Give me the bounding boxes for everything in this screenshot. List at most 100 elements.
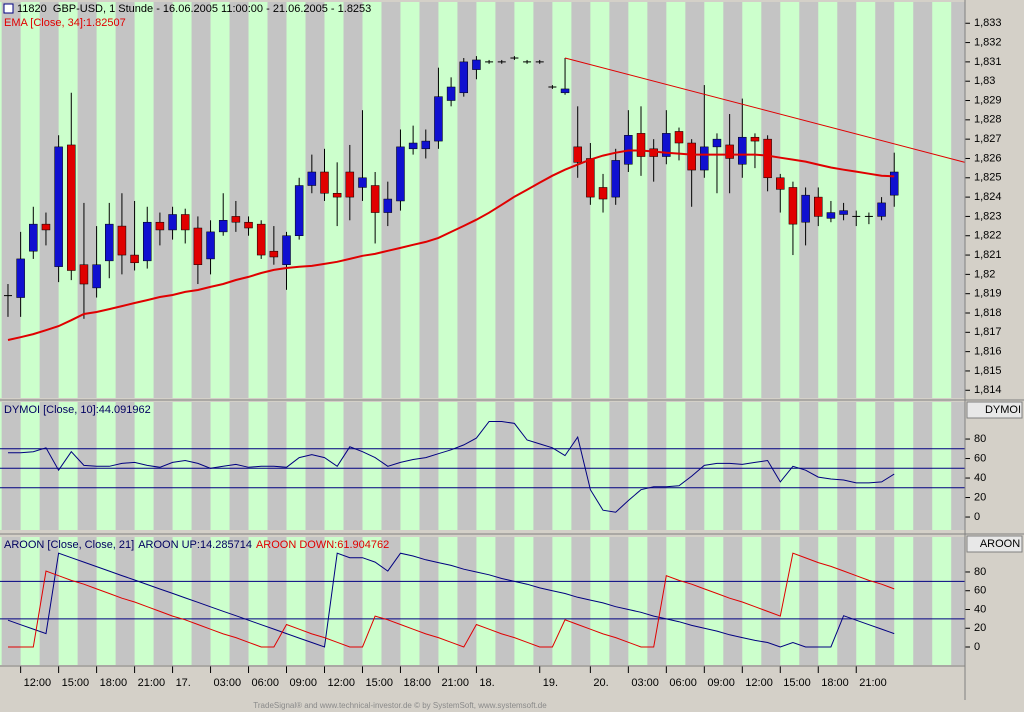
candle-body	[877, 202, 886, 217]
session-stripe	[552, 402, 572, 530]
panel-label: DYMOI	[985, 404, 1021, 416]
candle-body	[611, 160, 620, 198]
candle-body	[776, 177, 785, 190]
y-tick-label: 1,825	[974, 172, 1002, 184]
candle-body	[218, 220, 228, 233]
session-stripe	[134, 537, 154, 665]
session-stripe	[552, 537, 572, 665]
y-tick-label: 1,828	[974, 114, 1002, 126]
candle-body	[446, 86, 456, 101]
session-stripe	[20, 2, 40, 398]
trend-line	[564, 57, 966, 163]
session-stripe	[58, 402, 78, 530]
x-tick-label: 18:00	[100, 677, 128, 689]
y-tick-label: 20	[974, 622, 986, 634]
session-stripe	[932, 537, 952, 665]
series-line	[8, 421, 895, 513]
session-stripe	[894, 2, 914, 398]
panels: 1,833 1,832 1,831 1,83 1,829 1,828 1,827 1,826 1…	[0, 2, 1002, 689]
legend-ema: EMA [Close, 34]:1.82507	[4, 17, 126, 29]
candle-body	[801, 194, 810, 223]
session-stripe	[96, 537, 116, 665]
session-stripe	[324, 2, 344, 398]
x-tick-label: 12:00	[24, 677, 52, 689]
session-stripe	[932, 402, 952, 530]
y-tick-label: 1,821	[974, 249, 1002, 261]
chart-title: 11820 GBP-USD, 1 Stunde - 16.06.2005 11:…	[17, 3, 371, 15]
candle-body	[16, 258, 25, 298]
y-tick-label: 1,826	[974, 152, 1002, 164]
candle-body	[687, 142, 696, 171]
session-stripe	[514, 2, 534, 398]
y-tick-label: 0	[974, 511, 980, 523]
session-stripe	[666, 2, 686, 398]
candle-body	[256, 223, 266, 256]
y-tick-label: 1,814	[974, 384, 1002, 396]
x-tick-label: 03:00	[631, 677, 659, 689]
y-tick-label: 1,818	[974, 307, 1002, 319]
panel-label-box	[966, 401, 1023, 419]
candle-body	[117, 225, 127, 256]
x-tick-label: 15:00	[62, 677, 90, 689]
candle-body	[332, 192, 342, 198]
session-stripe	[210, 2, 230, 398]
session-stripe	[552, 2, 572, 398]
candle-body	[206, 231, 215, 260]
x-tick-label: 09:00	[290, 677, 318, 689]
session-stripe	[438, 402, 458, 530]
candle-body	[598, 187, 608, 200]
session-stripe	[704, 402, 724, 530]
y-tick-label: 1,832	[974, 36, 1002, 48]
y-tick-label: 1,829	[974, 94, 1002, 106]
candle-body	[358, 177, 367, 188]
session-stripe	[400, 2, 420, 398]
candle-body	[750, 136, 760, 142]
x-tick-label: 17.	[176, 677, 191, 689]
y-tick-label: 1,819	[974, 288, 1002, 300]
session-stripe	[704, 537, 724, 665]
legend-aroon-down: AROON DOWN:61.904762	[256, 539, 389, 551]
candle-body	[282, 235, 291, 265]
y-tick-label: 1,817	[974, 326, 1002, 338]
x-tick-label: 21:00	[441, 677, 469, 689]
candle-body	[142, 221, 152, 262]
legend-aroon-up: AROON UP:14.285714	[138, 539, 252, 551]
x-tick-label: 18.	[479, 677, 494, 689]
series-line	[7, 552, 895, 648]
candle-body	[244, 221, 253, 229]
footer: TradeSignal® and www.technical-investor.…	[253, 701, 547, 710]
x-tick-label: 12:00	[327, 677, 355, 689]
session-stripe	[590, 537, 610, 665]
x-tick-label: 18:00	[821, 677, 849, 689]
y-tick-label: 80	[974, 433, 986, 445]
session-stripe	[0, 2, 2, 398]
session-stripe	[400, 402, 420, 530]
series-line	[8, 552, 895, 648]
session-stripe	[476, 537, 496, 665]
x-tick-label: 21:00	[859, 677, 887, 689]
session-stripe	[476, 2, 496, 398]
candle-body	[41, 223, 51, 231]
y-tick-label: 1,833	[974, 17, 1002, 29]
session-stripe	[932, 2, 952, 398]
candle-body	[54, 146, 63, 267]
candle-body	[396, 146, 405, 202]
session-stripe	[248, 402, 268, 530]
x-tick-label: 09:00	[707, 677, 735, 689]
session-stripe	[704, 2, 724, 398]
panel-label: AROON	[980, 538, 1020, 550]
candle-body	[130, 254, 139, 264]
y-tick-label: 60	[974, 452, 986, 464]
session-stripe	[590, 2, 610, 398]
session-stripe	[818, 537, 838, 665]
candle-body	[738, 136, 747, 165]
aroon-title: AROON [Close, Close, 21]	[4, 539, 134, 551]
candle-body	[307, 171, 317, 186]
candle-body	[79, 264, 89, 285]
session-stripe	[818, 402, 838, 530]
x-tick-label: 15:00	[783, 677, 811, 689]
candle-body	[763, 138, 772, 179]
candle-body	[700, 146, 709, 171]
y-tick-label: 60	[974, 585, 986, 597]
candle-body	[345, 171, 355, 198]
